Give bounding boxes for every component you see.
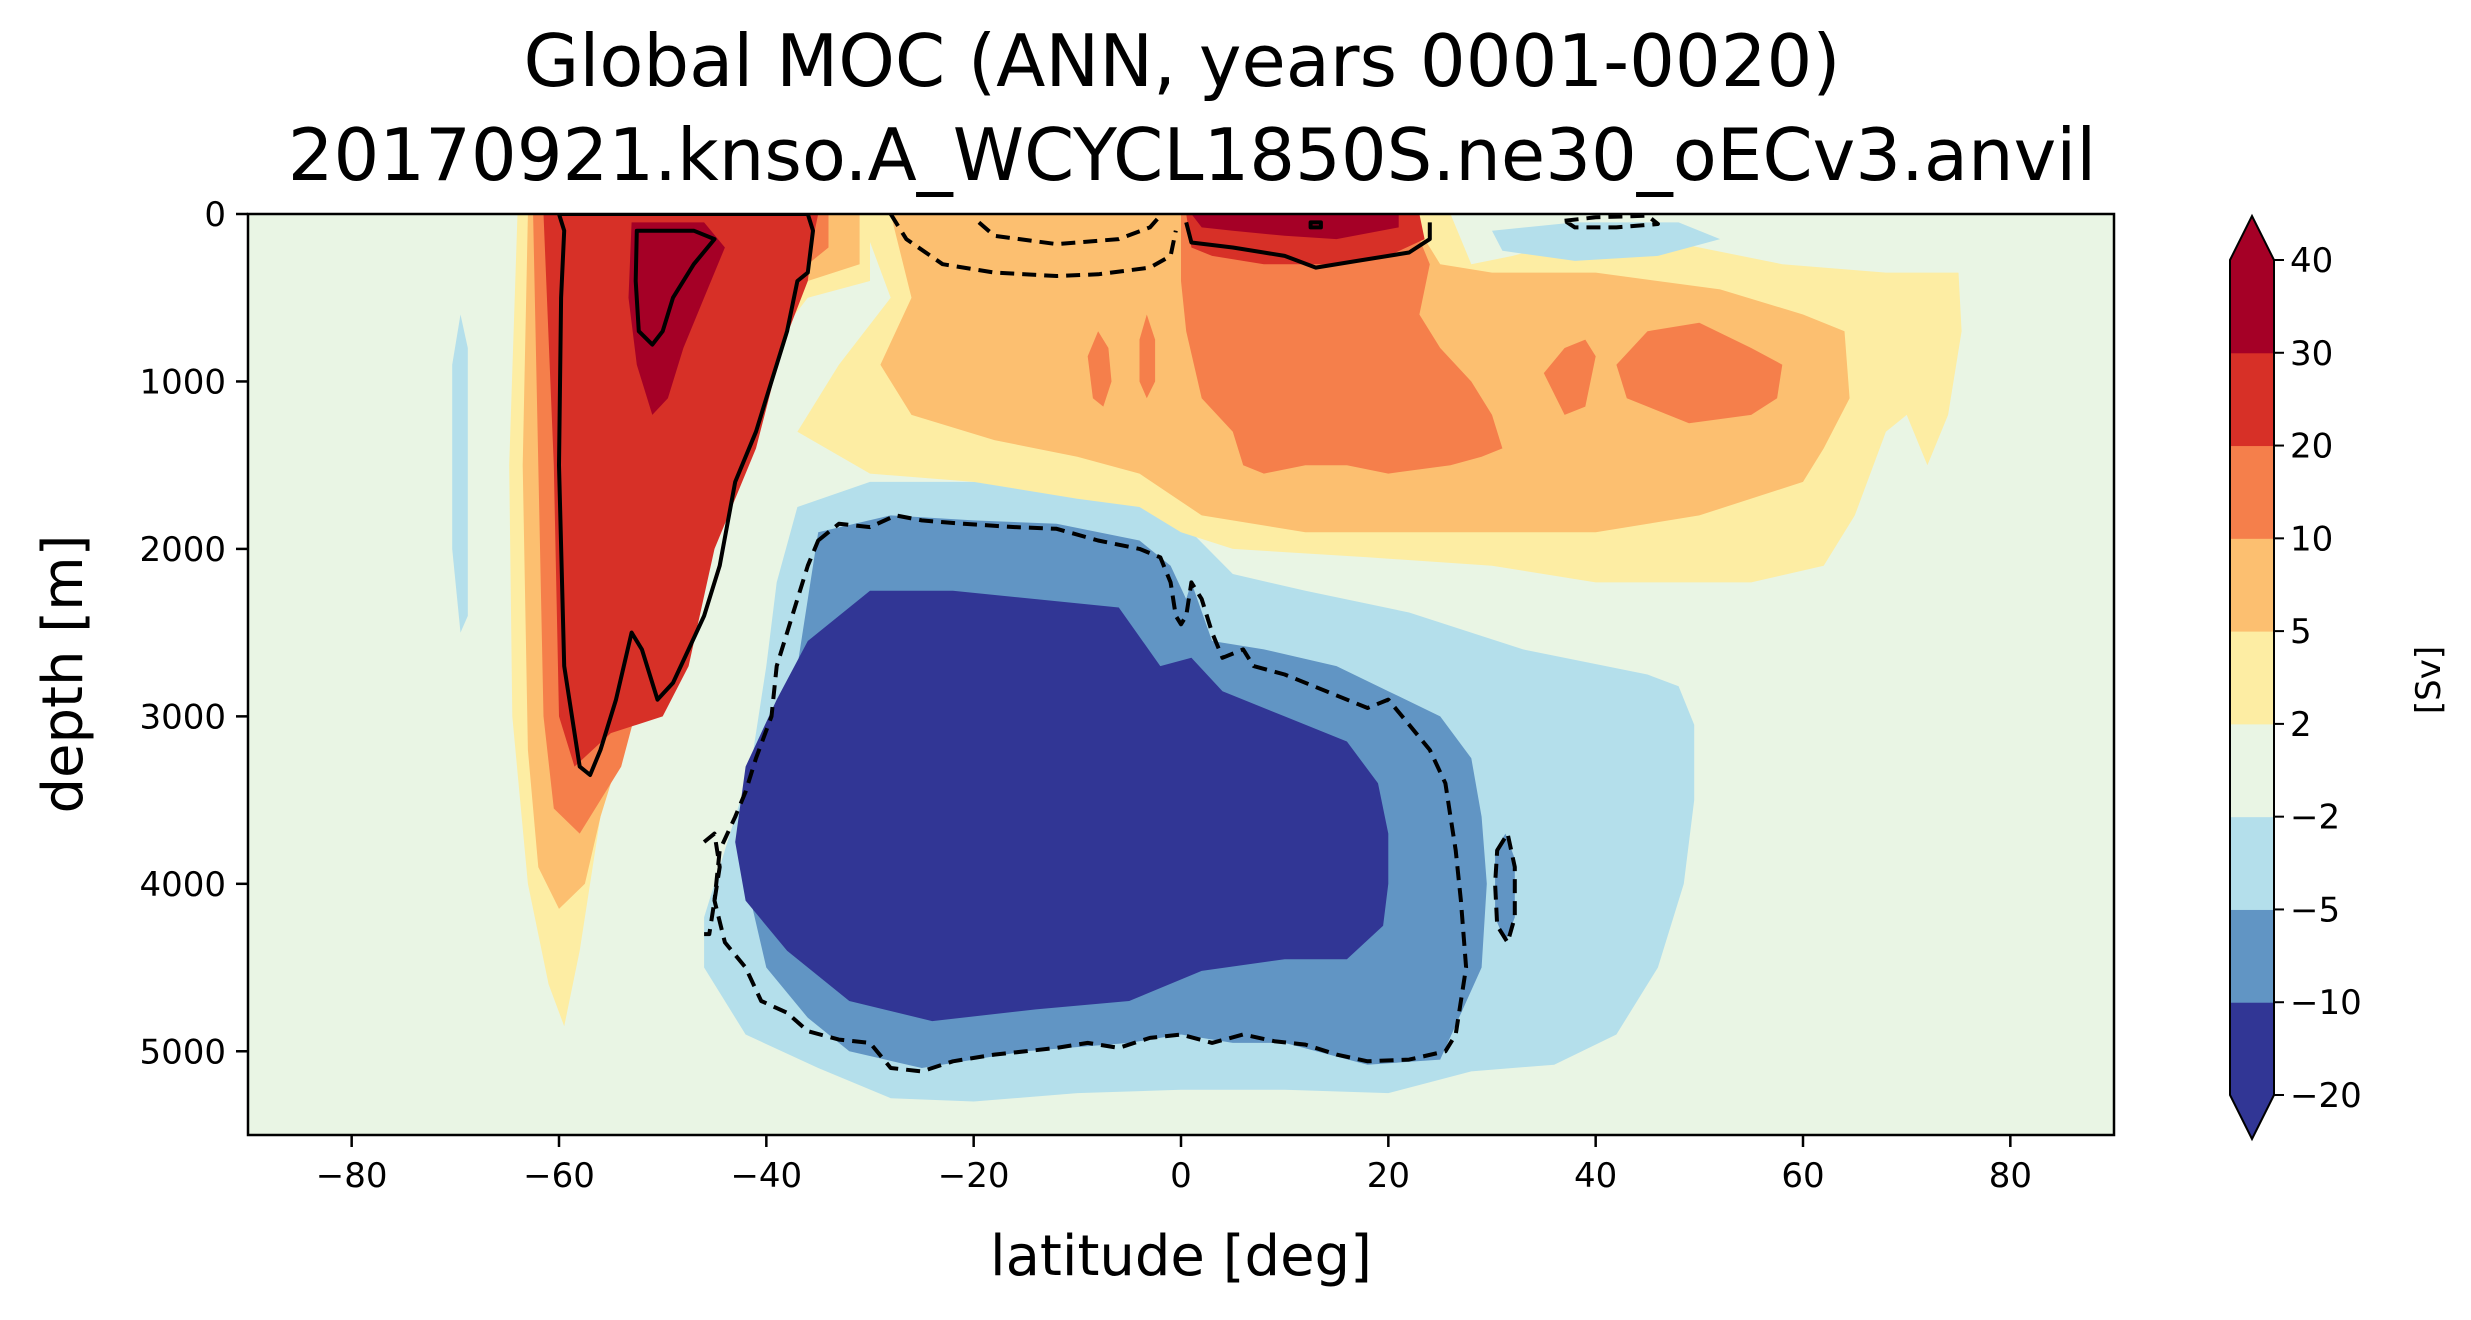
y-axis-label: depth [m] [31, 534, 96, 813]
colorbar-tick-label: −20 [2290, 1076, 2362, 1116]
colorbar-extend-top [2230, 216, 2274, 260]
x-tick-label: −60 [523, 1156, 595, 1196]
x-tick-label: −20 [938, 1156, 1010, 1196]
contour-line-north-dot [1308, 220, 1323, 230]
contour-band-north-10-20-e [1139, 314, 1156, 399]
y-axis: 0 1000 2000 3000 4000 5000 [139, 195, 248, 1072]
x-tick-label: 20 [1367, 1156, 1410, 1196]
contour-line-north-solid [1184, 221, 1432, 270]
colorbar-tick-label: 30 [2290, 334, 2333, 374]
contour-band-north-10-20 [1181, 214, 1503, 474]
contour-band-abyssal-below-10 [735, 590, 1389, 1022]
x-tick-label: 40 [1574, 1156, 1617, 1196]
colorbar-tick-label: 10 [2290, 519, 2333, 559]
colorbar-tick-label: −5 [2290, 890, 2340, 930]
contour-band-north-10-20-c [1616, 322, 1783, 424]
chart-title-line1: Global MOC (ANN, years 0001-0020) [524, 19, 1841, 103]
contour-band-north-10-20-b [1543, 339, 1596, 415]
x-tick-label: −80 [316, 1156, 388, 1196]
x-tick-label: 80 [1989, 1156, 2032, 1196]
contour-band-so-20-30 [543, 214, 819, 767]
x-tick-label: 0 [1170, 1156, 1192, 1196]
colorbar-segment [2230, 260, 2274, 354]
colorbar-segment [2230, 723, 2274, 818]
colorbar: −20 −10 −5 −2 2 5 10 20 30 40 [2229, 213, 2362, 1142]
colorbar-tick-label: −2 [2290, 798, 2340, 838]
plot-area [248, 214, 2114, 1135]
colorbar-segment [2230, 909, 2274, 1003]
colorbar-segment [2230, 445, 2274, 539]
x-tick-label: −40 [730, 1156, 802, 1196]
x-axis-label: latitude [deg] [990, 1224, 1372, 1289]
contour-band-north-10-20-d [1087, 331, 1112, 407]
colorbar-segment [2230, 631, 2274, 725]
contour-band-31n-blob [1495, 833, 1515, 943]
colorbar-extend-bottom [2230, 1095, 2274, 1139]
colorbar-segment [2230, 1002, 2274, 1096]
colorbar-tick-label: 5 [2290, 612, 2312, 652]
x-axis: −80 −60 −40 −20 0 20 40 60 80 [316, 1135, 2032, 1196]
y-tick-label: 3000 [139, 697, 226, 737]
contour-band-so-above-30 [628, 222, 725, 415]
contour-band-north-surface-neg [1492, 222, 1721, 261]
y-tick-label: 5000 [139, 1032, 226, 1072]
colorbar-tick-label: 40 [2290, 241, 2333, 281]
y-tick-label: 4000 [139, 865, 226, 905]
contour-line-31n-dashed [1493, 831, 1517, 945]
colorbar-segment [2230, 816, 2274, 910]
colorbar-tick-label: 20 [2290, 427, 2333, 467]
contour-line-so-solid [557, 214, 815, 777]
contour-line-tropical-inner-dashed [977, 214, 1162, 247]
colorbar-label: [Sv] [2409, 646, 2449, 714]
chart-title-line2: 20170921.knso.A_WCYCL1850S.ne30_oECv3.an… [288, 113, 2097, 197]
colorbar-tick-label: −10 [2290, 983, 2362, 1023]
contour-fill-layer [248, 214, 2114, 1135]
y-tick-label: 0 [204, 195, 226, 235]
contour-line-so-inner-solid [633, 228, 717, 347]
contour-band-north-above-30 [1191, 214, 1399, 240]
colorbar-segment [2230, 352, 2274, 447]
contour-line-abyssal-dashed [712, 513, 1469, 1074]
colorbar-tick-label: 2 [2290, 705, 2312, 745]
contour-line-layer [557, 214, 1660, 1074]
colorbar-segment [2230, 538, 2274, 632]
contour-line-tropical-dashed [889, 214, 1178, 278]
contour-line-abyssal-left-lobe [702, 831, 722, 937]
contour-line-north-surface-dashed [1562, 214, 1660, 230]
contour-band-sliver-70s [452, 314, 468, 633]
y-tick-label: 1000 [139, 362, 226, 402]
y-tick-label: 2000 [139, 530, 226, 570]
x-tick-label: 60 [1781, 1156, 1824, 1196]
